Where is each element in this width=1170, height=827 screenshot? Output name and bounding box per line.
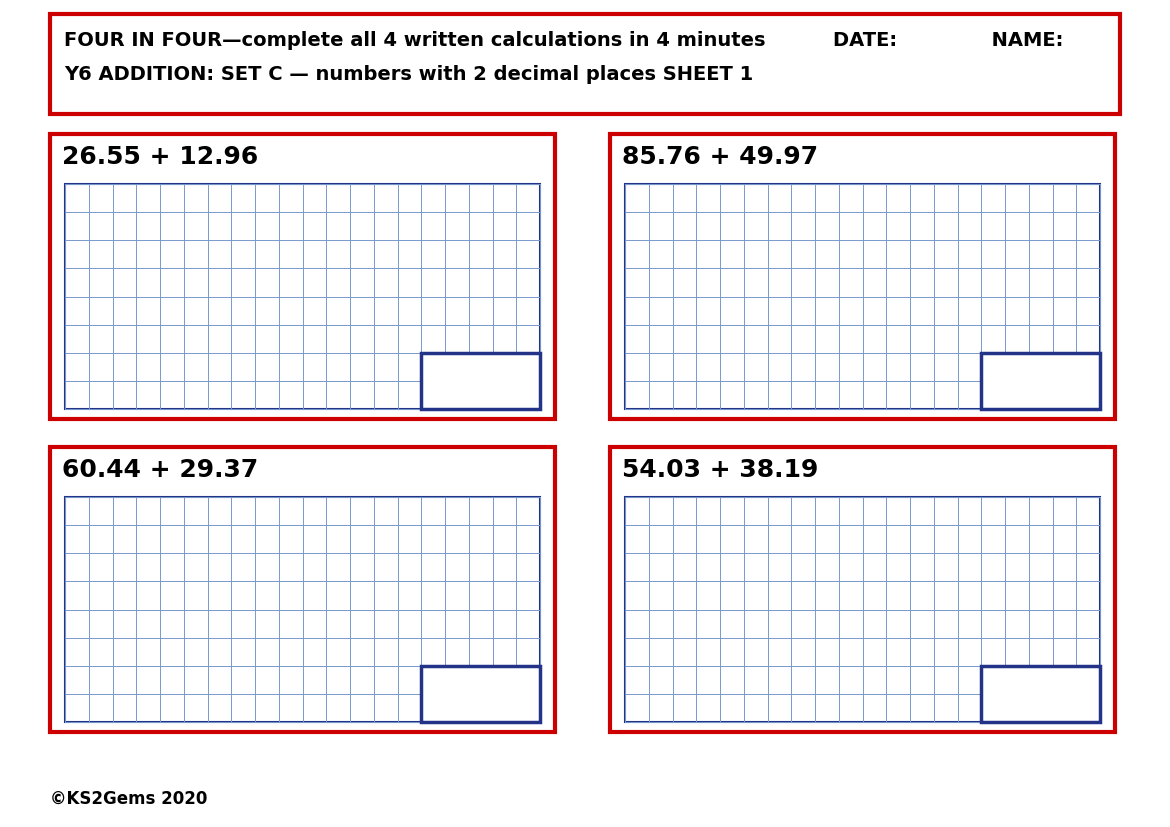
Bar bbox=[625, 184, 1100, 409]
Bar bbox=[50, 135, 555, 419]
Bar bbox=[982, 666, 1100, 722]
Text: ©KS2Gems 2020: ©KS2Gems 2020 bbox=[50, 789, 207, 807]
Text: 60.44 + 29.37: 60.44 + 29.37 bbox=[62, 457, 259, 481]
Bar bbox=[66, 497, 541, 722]
Bar bbox=[610, 135, 1115, 419]
Bar bbox=[625, 497, 1100, 722]
Text: 54.03 + 38.19: 54.03 + 38.19 bbox=[622, 457, 818, 481]
Text: 26.55 + 12.96: 26.55 + 12.96 bbox=[62, 145, 259, 169]
Bar bbox=[421, 353, 541, 409]
Bar bbox=[982, 353, 1100, 409]
Bar bbox=[610, 447, 1115, 732]
Bar bbox=[50, 447, 555, 732]
Bar bbox=[982, 353, 1100, 409]
Text: Y6 ADDITION: SET C — numbers with 2 decimal places SHEET 1: Y6 ADDITION: SET C — numbers with 2 deci… bbox=[64, 65, 753, 84]
Bar bbox=[421, 666, 541, 722]
Text: 85.76 + 49.97: 85.76 + 49.97 bbox=[622, 145, 818, 169]
Bar bbox=[421, 353, 541, 409]
Bar bbox=[50, 15, 1120, 115]
Bar bbox=[421, 666, 541, 722]
Bar bbox=[982, 666, 1100, 722]
Bar bbox=[66, 184, 541, 409]
Text: FOUR IN FOUR—complete all 4 written calculations in 4 minutes          DATE:    : FOUR IN FOUR—complete all 4 written calc… bbox=[64, 31, 1064, 50]
